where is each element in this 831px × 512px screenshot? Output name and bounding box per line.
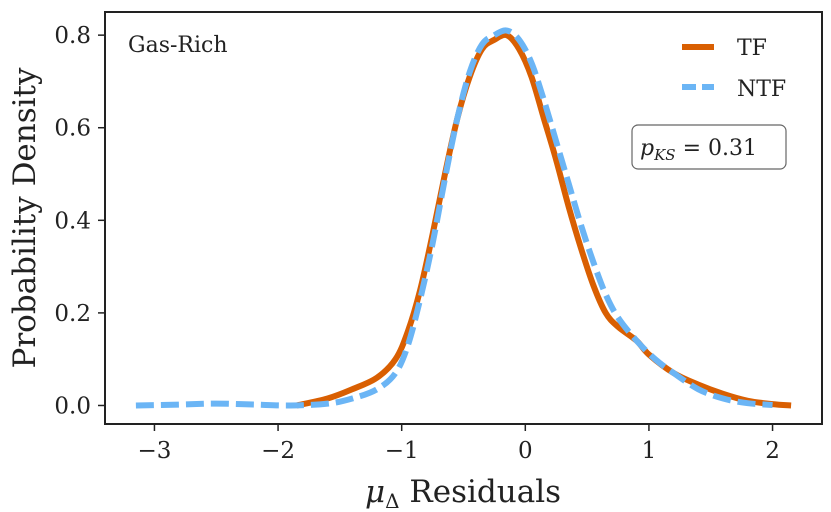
x-axis-symbol: μ [365, 474, 385, 510]
tick-labels: −3 −2 −1 0 1 2 0.0 0.2 0.4 0.6 0.8 [54, 23, 779, 464]
x-tick-label: 2 [765, 438, 780, 464]
y-tick-label: 0.4 [54, 208, 91, 234]
plot-frame [104, 11, 823, 425]
y-axis-title: Probability Density [7, 67, 43, 369]
legend-label-tf: TF [737, 36, 767, 61]
ks-p-symbol: p [640, 136, 654, 161]
x-tick-label: −3 [137, 438, 171, 464]
ks-annotation: pKS = 0.31 [631, 124, 787, 170]
x-tick-label: 1 [642, 438, 657, 464]
y-tick-label: 0.0 [54, 393, 91, 419]
series-layer [135, 27, 792, 409]
annotation-gas-rich: Gas-Rich [128, 33, 228, 58]
x-tick-label: 0 [518, 438, 533, 464]
y-tick-label: 0.8 [54, 23, 91, 49]
y-tick-label: 0.2 [54, 301, 91, 327]
x-tick-label: −2 [261, 438, 295, 464]
y-tick-label: 0.6 [54, 116, 91, 142]
axis-ticks [98, 34, 774, 431]
series-line-ntf [135, 27, 773, 409]
ks-label: pKS = 0.31 [640, 136, 757, 164]
x-axis-subscript: Δ [385, 489, 399, 512]
x-axis-title: μΔ Residuals [365, 474, 561, 512]
x-axis-text: Residuals [400, 474, 561, 510]
ks-subscript: KS [653, 146, 675, 164]
x-tick-label: −1 [385, 438, 419, 464]
ks-value: = 0.31 [676, 136, 757, 161]
ks-box [631, 124, 787, 170]
legend-label-ntf: NTF [737, 77, 786, 102]
legend: TF NTF [682, 36, 786, 102]
